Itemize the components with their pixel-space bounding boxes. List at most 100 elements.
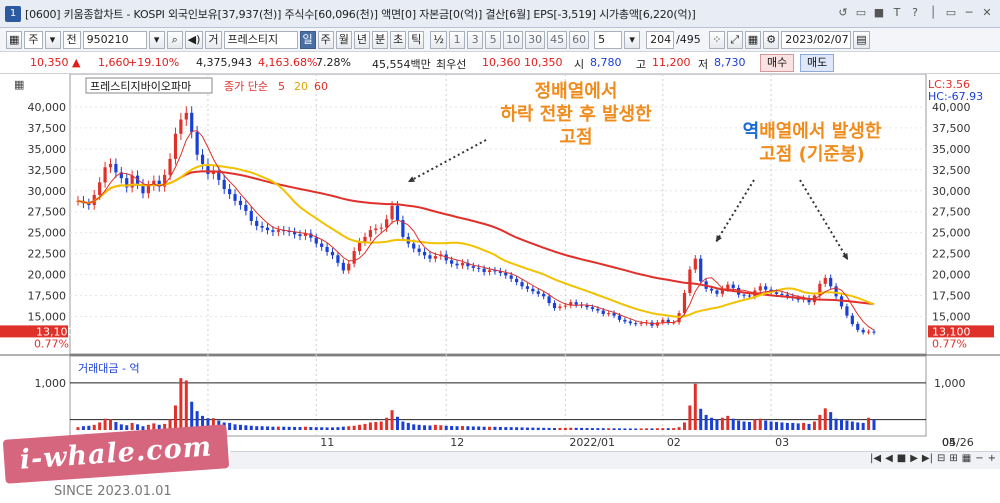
candle-body (433, 256, 437, 259)
page-total: /495 (676, 33, 701, 46)
restore-icon[interactable]: ▭ (945, 6, 957, 19)
turnover-bar (455, 426, 459, 430)
market-select[interactable]: 주 (24, 30, 43, 49)
candle-body (655, 322, 660, 326)
period-day[interactable]: 일 (299, 30, 316, 49)
interval-60[interactable]: 60 (569, 30, 590, 49)
scroll-last-button[interactable]: ▶| (921, 453, 933, 464)
stock-name-field: 프레스티지 (223, 30, 298, 49)
grid-view-icon[interactable]: ▦ (961, 453, 972, 464)
page-input[interactable]: 204 (646, 30, 675, 49)
turnover-bar (471, 426, 475, 430)
interval-5[interactable]: 5 (485, 30, 502, 49)
turnover-bar (769, 421, 773, 430)
minimize-icon[interactable]: ─ (965, 6, 973, 19)
y-tick-label-left: 35,000 (28, 143, 67, 156)
add-indicator-icon[interactable]: ⤢ (726, 30, 743, 49)
candle-body (222, 179, 226, 190)
period-tick[interactable]: 틱 (408, 30, 425, 49)
scroll-prev-button[interactable]: ◀ (885, 453, 893, 464)
y-tick-label-left: 40,000 (28, 101, 67, 114)
interval-select[interactable]: 5 (594, 30, 623, 49)
period-year[interactable]: 년 (353, 30, 371, 49)
settings-icon[interactable]: ⚙ (763, 30, 780, 49)
candle-body (498, 271, 502, 273)
calendar-icon[interactable]: ▤ (853, 30, 870, 49)
save-icon[interactable]: ■ (873, 6, 885, 19)
sell-button[interactable]: 매도 (800, 54, 835, 72)
help-icon[interactable]: ? (912, 6, 918, 19)
turnover-bar (412, 424, 416, 430)
scroll-first-button[interactable]: |◀ (870, 453, 882, 464)
candle-body (320, 243, 324, 247)
turnover-bar (574, 427, 578, 430)
half-button[interactable]: ½ (430, 30, 448, 49)
interval-10[interactable]: 10 (503, 30, 524, 49)
candle-body (417, 248, 421, 252)
turnover-rate: 7.28% (316, 56, 351, 69)
turnover-bar (515, 427, 519, 430)
close-icon[interactable]: ✕ (982, 6, 992, 19)
turnover-bar (325, 427, 329, 430)
candle-body (764, 286, 768, 290)
turnover-bar (628, 428, 632, 430)
chevron-down-icon[interactable]: ▾ (624, 30, 641, 49)
zoom-out-icon[interactable]: ⊟ (936, 453, 946, 464)
interval-1[interactable]: 1 (449, 30, 466, 49)
type-select[interactable]: 전 (62, 30, 81, 49)
candle-body (780, 293, 784, 295)
low-label: 저 (698, 58, 709, 71)
period-minute[interactable]: 분 (372, 30, 389, 49)
open-label: 시 (574, 58, 585, 71)
turnover-bar (125, 425, 129, 430)
date-input[interactable]: 2023/02/07 (781, 30, 852, 49)
chevron-down-icon[interactable]: ▾ (44, 30, 61, 49)
candle-body (731, 284, 735, 288)
grid-icon[interactable]: ▦ (6, 30, 23, 49)
candle-body (634, 323, 638, 325)
candle-body (720, 288, 724, 294)
period-week[interactable]: 주 (317, 30, 334, 49)
priority-label: 최우선 (436, 58, 467, 71)
candle-body (255, 220, 259, 226)
speaker-icon[interactable]: ◀) (184, 30, 204, 49)
dots-icon[interactable]: ⁘ (708, 30, 725, 49)
period-month[interactable]: 월 (335, 30, 352, 49)
scroll-stop-button[interactable]: ■ (896, 453, 907, 464)
stock-code-input[interactable]: 950210 (82, 30, 147, 49)
candle-body (542, 293, 546, 297)
candle-body (834, 286, 838, 297)
turnover-bar (119, 424, 123, 430)
turnover-bar (498, 426, 502, 430)
candle-body (785, 294, 789, 297)
candle-body (845, 306, 849, 316)
turnover-bar (466, 426, 470, 430)
candle-body (336, 255, 340, 263)
annotation-line: 고점 (559, 127, 593, 148)
refresh-icon[interactable]: ↺ (838, 6, 848, 19)
turnover-bar (163, 423, 167, 430)
interval-3[interactable]: 3 (467, 30, 484, 49)
plus-icon[interactable]: + (987, 453, 996, 464)
order-button[interactable]: 거 (205, 30, 222, 49)
scroll-next-button[interactable]: ▶ (910, 453, 918, 464)
arrow-annotation-2-head (716, 235, 722, 242)
candle-body (861, 329, 865, 333)
text-icon[interactable]: T (893, 6, 901, 19)
zoom-in-icon[interactable]: ⊞ (949, 453, 958, 464)
period-second[interactable]: 초 (390, 30, 407, 49)
turnover-bar (255, 426, 259, 430)
interval-30[interactable]: 30 (525, 30, 546, 49)
y-tick-label-left: 27,500 (28, 206, 67, 219)
chart-settings-icon[interactable]: ▦ (14, 78, 24, 91)
search-icon[interactable]: ⌕ (166, 30, 183, 49)
minus-icon[interactable]: − (975, 453, 984, 464)
table-icon[interactable]: ▦ (744, 30, 762, 49)
buy-button[interactable]: 매수 (760, 54, 795, 72)
low-price: 8,730 (714, 56, 746, 69)
chart-scrollbar[interactable]: |◀ ◀ ■ ▶ ▶| ⊟ ⊞ ▦ − + (230, 451, 1000, 469)
interval-45[interactable]: 45 (547, 30, 568, 49)
candle-body (460, 262, 465, 266)
chevron-down-icon[interactable]: ▾ (148, 30, 165, 49)
window-mode-icon[interactable]: ▭ (855, 6, 867, 19)
